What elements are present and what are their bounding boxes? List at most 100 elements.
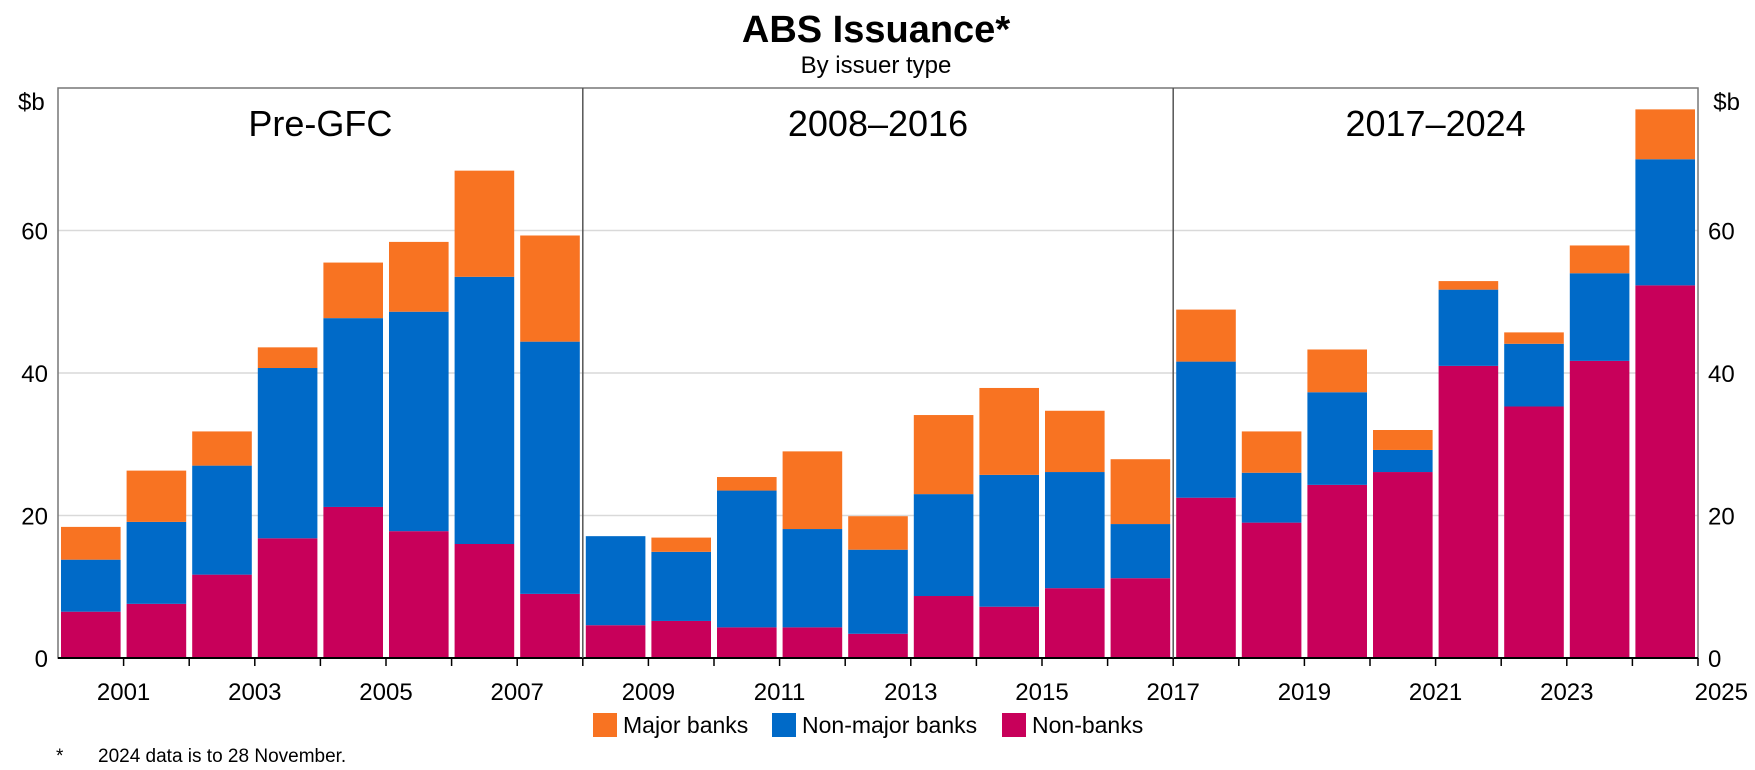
x-tick-label-2023: 2023 bbox=[1540, 679, 1593, 706]
bar-non-banks-2018 bbox=[1241, 522, 1302, 658]
x-tick-label-2021: 2021 bbox=[1409, 679, 1462, 706]
legend: Major banks Non-major banks Non-banks bbox=[593, 712, 1143, 738]
bar-non-major-banks-2015 bbox=[1045, 472, 1105, 589]
bar-non-banks-2003 bbox=[257, 538, 318, 658]
bar-non-major-banks-2003 bbox=[257, 368, 318, 539]
bar-non-banks-2016 bbox=[1110, 578, 1171, 658]
bar-non-major-banks-2023 bbox=[1569, 273, 1630, 361]
legend-swatch-major-banks bbox=[593, 713, 617, 737]
bar-non-banks-2019 bbox=[1307, 484, 1367, 658]
bar-major-banks-2004 bbox=[323, 262, 383, 319]
bar-non-major-banks-2007 bbox=[520, 341, 580, 594]
x-tick-label-2013: 2013 bbox=[884, 679, 937, 706]
x-tick-label-2015: 2015 bbox=[1015, 679, 1068, 706]
period-label: 2017–2024 bbox=[1345, 103, 1525, 144]
y-tick-right-60: 60 bbox=[1708, 219, 1735, 246]
bar-non-major-banks-2012 bbox=[848, 549, 908, 634]
x-tick-label-2009: 2009 bbox=[622, 679, 675, 706]
bar-major-banks-2019 bbox=[1307, 349, 1367, 393]
bar-major-banks-2020 bbox=[1373, 430, 1433, 450]
bar-non-major-banks-2001 bbox=[126, 521, 187, 604]
bar-non-banks-2002 bbox=[192, 574, 252, 658]
bars bbox=[61, 109, 1695, 658]
bar-non-major-banks-2019 bbox=[1307, 392, 1367, 485]
bar-non-major-banks-2016 bbox=[1110, 524, 1171, 579]
y-tick-left-0: 0 bbox=[35, 646, 48, 673]
x-tick-label-2005: 2005 bbox=[359, 679, 412, 706]
bar-non-banks-2009 bbox=[651, 620, 711, 658]
period-label: Pre-GFC bbox=[248, 103, 392, 144]
x-tick-label-2017: 2017 bbox=[1147, 679, 1200, 706]
bar-non-major-banks-2013 bbox=[913, 494, 974, 597]
bar-major-banks-2005 bbox=[389, 241, 449, 312]
y-tick-left-20: 20 bbox=[21, 504, 48, 531]
bar-major-banks-2014 bbox=[979, 387, 1039, 475]
bar-major-banks-2002 bbox=[192, 431, 252, 466]
bar-non-banks-2010 bbox=[717, 627, 777, 658]
bar-major-banks-2021 bbox=[1438, 281, 1499, 290]
bar-non-banks-2015 bbox=[1045, 588, 1105, 658]
legend-label-non-banks: Non-banks bbox=[1032, 712, 1143, 738]
legend-swatch-non-banks bbox=[1002, 713, 1026, 737]
bar-non-major-banks-2010 bbox=[717, 490, 777, 628]
bar-non-banks-2017 bbox=[1176, 497, 1236, 658]
bar-major-banks-2006 bbox=[454, 170, 515, 277]
x-tick-label-2007: 2007 bbox=[491, 679, 544, 706]
y-tick-right-0: 0 bbox=[1708, 646, 1721, 673]
legend-swatch-non-major-banks bbox=[772, 713, 796, 737]
bar-non-major-banks-2017 bbox=[1176, 361, 1236, 498]
plot-frame bbox=[57, 87, 1699, 659]
bar-non-major-banks-2002 bbox=[192, 465, 252, 575]
y-axis-unit-right: $b bbox=[1713, 89, 1740, 116]
bar-non-banks-2008 bbox=[585, 625, 646, 658]
legend-label-non-major-banks: Non-major banks bbox=[802, 712, 977, 738]
y-axis-unit-left: $b bbox=[18, 89, 45, 116]
bar-non-banks-2004 bbox=[323, 506, 383, 658]
x-tick-label-2019: 2019 bbox=[1278, 679, 1331, 706]
x-tick-label-2001: 2001 bbox=[97, 679, 150, 706]
bar-non-banks-2014 bbox=[979, 606, 1039, 658]
period-labels: Pre-GFC 2008–2016 2017–2024 bbox=[248, 103, 1525, 144]
bar-non-banks-2006 bbox=[454, 544, 515, 658]
bar-non-banks-2024 bbox=[1635, 285, 1695, 658]
bar-non-major-banks-2000 bbox=[61, 559, 121, 612]
bar-non-banks-2023 bbox=[1569, 360, 1630, 658]
x-tick-label-2011: 2011 bbox=[754, 679, 806, 706]
bar-non-major-banks-2014 bbox=[979, 474, 1039, 607]
bar-non-banks-2021 bbox=[1438, 365, 1499, 658]
bar-non-major-banks-2022 bbox=[1504, 343, 1564, 407]
bar-non-banks-2007 bbox=[520, 593, 580, 658]
x-tick-label-2003: 2003 bbox=[228, 679, 281, 706]
bar-major-banks-2024 bbox=[1635, 109, 1695, 160]
bar-major-banks-2018 bbox=[1241, 431, 1302, 473]
bar-non-major-banks-2008 bbox=[585, 536, 646, 626]
bar-major-banks-2012 bbox=[848, 516, 908, 550]
bar-major-banks-2013 bbox=[913, 415, 974, 495]
bar-non-banks-2020 bbox=[1373, 472, 1433, 658]
bar-non-major-banks-2009 bbox=[651, 551, 711, 621]
bar-non-major-banks-2018 bbox=[1241, 472, 1302, 523]
bar-non-banks-2001 bbox=[126, 603, 187, 658]
bar-major-banks-2011 bbox=[782, 451, 843, 530]
bar-non-major-banks-2024 bbox=[1635, 159, 1695, 286]
bar-non-major-banks-2004 bbox=[323, 318, 383, 507]
bar-major-banks-2000 bbox=[61, 526, 121, 560]
chart-subtitle: By issuer type bbox=[801, 52, 952, 79]
bar-non-banks-2022 bbox=[1504, 406, 1564, 658]
bar-major-banks-2022 bbox=[1504, 332, 1564, 344]
bar-major-banks-2009 bbox=[651, 537, 711, 552]
bar-non-banks-2012 bbox=[848, 633, 908, 658]
bar-non-banks-2005 bbox=[389, 531, 449, 658]
bar-major-banks-2010 bbox=[717, 477, 777, 491]
y-tick-right-20: 20 bbox=[1708, 504, 1735, 531]
period-label: 2008–2016 bbox=[788, 103, 968, 144]
bar-non-banks-2013 bbox=[913, 596, 974, 658]
y-tick-left-60: 60 bbox=[21, 219, 48, 246]
legend-label-major-banks: Major banks bbox=[623, 712, 748, 738]
bar-major-banks-2001 bbox=[126, 470, 187, 522]
bar-major-banks-2003 bbox=[257, 347, 318, 369]
chart-title: ABS Issuance* bbox=[742, 9, 1010, 51]
bar-major-banks-2015 bbox=[1045, 410, 1105, 473]
bar-non-banks-2011 bbox=[782, 627, 843, 658]
